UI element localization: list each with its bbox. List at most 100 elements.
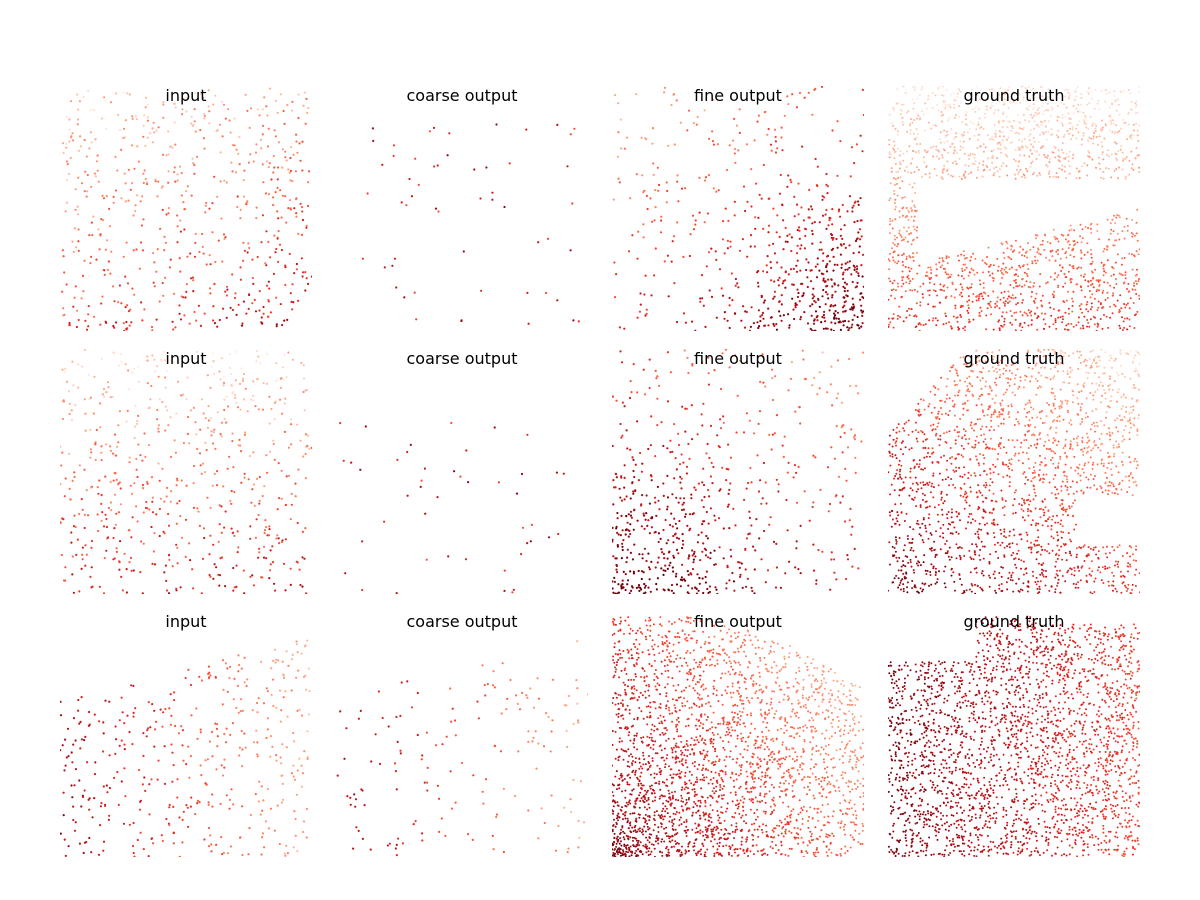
scatter-point — [1067, 322, 1070, 325]
scatter-point — [253, 298, 256, 302]
scatter-point — [181, 108, 184, 111]
scatter-point — [1082, 384, 1085, 387]
scatter-point — [1003, 290, 1006, 293]
scatter-point — [302, 390, 305, 394]
scatter-point — [892, 242, 895, 244]
scatter-point — [1034, 507, 1037, 510]
scatter-point — [1014, 278, 1017, 281]
scatter-point — [141, 592, 144, 594]
scatter-point — [198, 524, 201, 527]
scatter-point — [756, 271, 759, 274]
scatter-point — [762, 163, 765, 167]
scatter-point — [991, 397, 994, 400]
scatter-point — [1057, 176, 1060, 179]
scatter-point — [968, 382, 971, 385]
scatter-point — [74, 285, 77, 288]
scatter-point — [1117, 471, 1120, 474]
scatter-point — [612, 591, 615, 594]
scatter-point — [243, 476, 246, 479]
scatter-point — [731, 299, 734, 302]
scatter-point — [670, 589, 673, 592]
scatter-point — [835, 494, 838, 497]
scatter-point — [896, 236, 898, 239]
scatter-point — [1071, 401, 1074, 404]
scatter-point — [1134, 480, 1137, 483]
scatter-point — [94, 442, 97, 445]
scatter-point — [1113, 95, 1116, 98]
scatter-point — [775, 542, 778, 545]
scatter-point — [234, 351, 237, 354]
scatter-point — [620, 361, 624, 364]
scatter-point — [1079, 223, 1082, 226]
scatter-point — [1033, 300, 1036, 303]
scatter-point — [897, 314, 899, 317]
scatter-point — [1121, 91, 1124, 94]
scatter-point — [83, 398, 86, 401]
scatter-point — [1013, 92, 1016, 95]
scatter-point — [836, 311, 839, 314]
scatter-point — [296, 561, 299, 564]
scatter-point — [1134, 106, 1137, 109]
scatter-point — [998, 175, 1001, 178]
scatter-point — [970, 583, 973, 585]
scatter-point — [82, 290, 85, 293]
scatter-point — [307, 282, 310, 285]
scatter-point — [750, 205, 753, 208]
scatter-point — [70, 541, 73, 544]
scatter-point — [307, 170, 311, 173]
scatter-point — [654, 455, 657, 458]
scatter-point — [752, 322, 755, 325]
scatter-point — [673, 477, 676, 480]
scatter-point — [839, 328, 842, 331]
scatter-point — [1042, 562, 1045, 565]
scatter-point — [1094, 89, 1097, 91]
scatter-point — [1135, 232, 1138, 235]
scatter-point — [985, 314, 988, 317]
scatter-point — [1054, 474, 1057, 477]
scatter-point — [666, 474, 669, 477]
scatter-point — [1135, 101, 1138, 104]
scatter-point — [1120, 307, 1123, 310]
scatter-point — [1005, 165, 1008, 167]
scatter-point — [814, 157, 817, 161]
scatter-point — [728, 304, 731, 307]
scatter-point — [657, 556, 660, 559]
scatter-point — [193, 172, 196, 175]
scatter-point — [926, 570, 929, 572]
scatter-point — [300, 257, 303, 260]
scatter-point — [946, 130, 948, 133]
scatter-point — [1121, 257, 1124, 260]
scatter-point — [933, 168, 936, 170]
scatter-point — [757, 422, 760, 425]
scatter-point — [185, 290, 188, 293]
scatter-point — [743, 326, 747, 329]
scatter-point — [1040, 299, 1043, 302]
scatter-point — [910, 162, 913, 165]
scatter-point — [109, 101, 113, 104]
scatter-point — [704, 554, 708, 557]
scatter-point — [974, 257, 977, 260]
scatter-point — [202, 527, 206, 530]
scatter-point — [194, 130, 197, 133]
scatter-point — [1102, 372, 1105, 375]
scatter-point — [302, 364, 305, 367]
scatter-point — [1049, 306, 1052, 309]
scatter-point — [296, 423, 299, 426]
scatter-point — [1127, 282, 1130, 285]
scatter-point — [276, 178, 279, 181]
scatter-point — [281, 366, 285, 369]
scatter-point — [981, 409, 984, 412]
scatter-point — [786, 95, 789, 98]
scatter-point — [100, 117, 103, 120]
scatter-point — [83, 190, 86, 193]
scatter-point — [998, 129, 1001, 132]
scatter-point — [647, 447, 650, 451]
scatter-point — [972, 252, 975, 255]
scatter-point — [197, 510, 200, 513]
scatter-point — [1112, 584, 1115, 587]
scatter-point — [1063, 157, 1065, 160]
scatter-point — [708, 289, 711, 292]
scatter-point — [811, 384, 814, 387]
scatter-point — [127, 199, 130, 202]
scatter-point — [692, 512, 695, 515]
